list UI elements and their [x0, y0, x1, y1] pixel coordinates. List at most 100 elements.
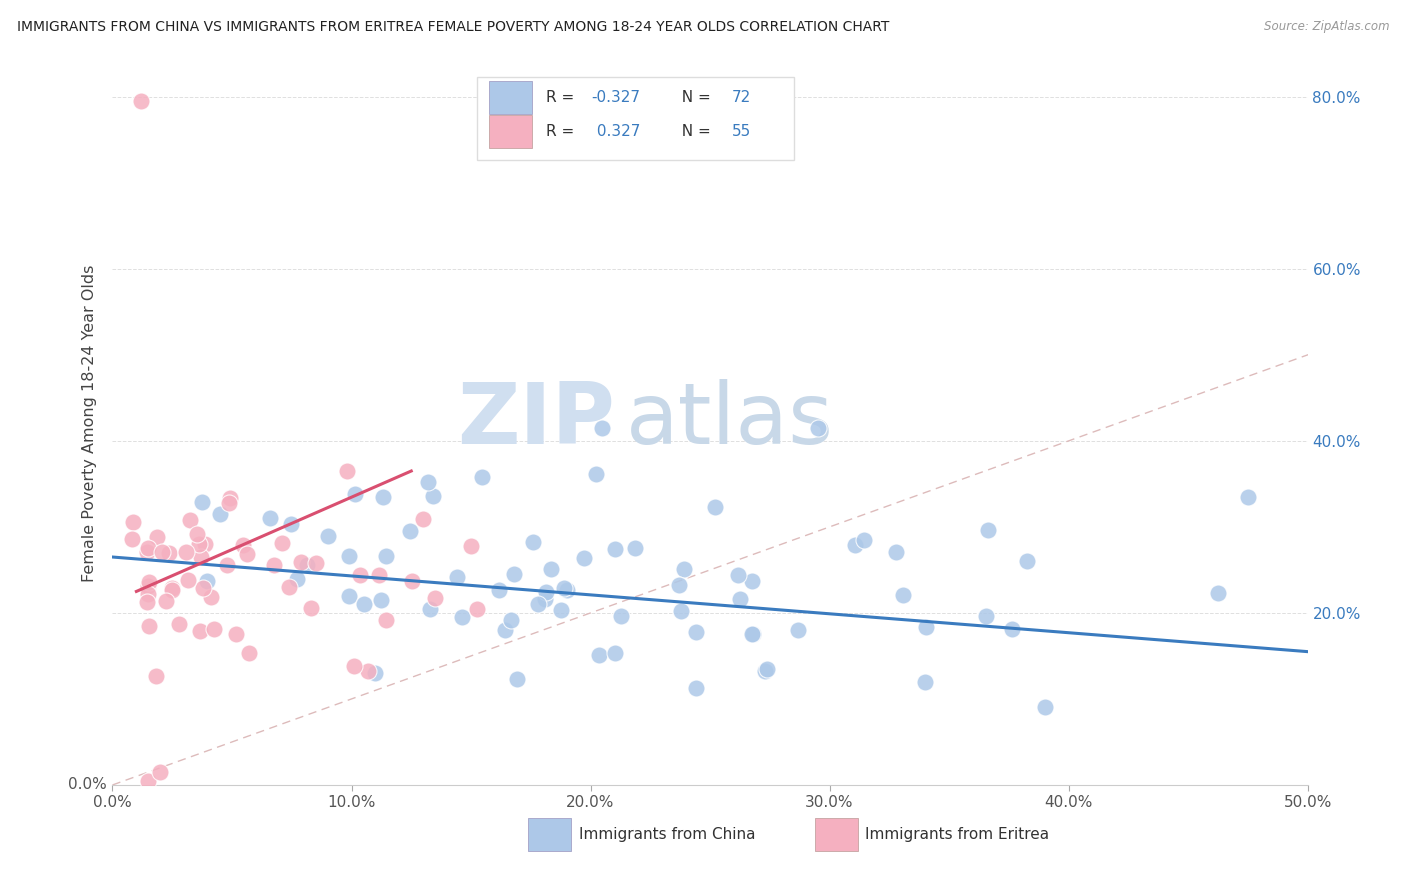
Point	[188, 624, 211, 638]
Point	[588, 648, 610, 662]
Text: ZIP: ZIP	[457, 378, 614, 461]
Point	[506, 673, 529, 687]
Point	[218, 496, 240, 510]
Point	[121, 532, 143, 546]
FancyBboxPatch shape	[529, 818, 571, 852]
Point	[668, 577, 690, 591]
Text: Source: ZipAtlas.com: Source: ZipAtlas.com	[1264, 20, 1389, 33]
Point	[741, 627, 763, 641]
Point	[550, 603, 572, 617]
Point	[208, 507, 231, 521]
Point	[423, 591, 446, 605]
Point	[150, 545, 173, 559]
Text: atlas: atlas	[627, 378, 834, 461]
Point	[339, 549, 361, 563]
Point	[914, 620, 936, 634]
Point	[349, 567, 371, 582]
Point	[371, 490, 394, 504]
FancyBboxPatch shape	[489, 81, 531, 114]
Point	[177, 574, 200, 588]
Point	[1015, 554, 1038, 568]
Point	[754, 664, 776, 678]
Point	[236, 547, 259, 561]
Point	[1001, 623, 1024, 637]
Point	[450, 609, 472, 624]
Text: Immigrants from China: Immigrants from China	[579, 827, 755, 842]
Point	[471, 469, 494, 483]
Point	[553, 581, 575, 595]
Point	[160, 583, 183, 598]
Point	[135, 544, 157, 558]
Point	[160, 581, 183, 595]
Point	[186, 527, 208, 541]
Point	[190, 495, 212, 509]
Point	[135, 595, 157, 609]
Text: -0.327: -0.327	[592, 90, 641, 105]
Point	[540, 562, 562, 576]
Text: N =: N =	[672, 124, 716, 139]
Point	[263, 558, 285, 572]
Point	[522, 534, 544, 549]
Point	[194, 536, 217, 550]
Text: 55: 55	[731, 124, 751, 139]
Point	[305, 557, 328, 571]
Point	[741, 574, 763, 589]
Point	[299, 600, 322, 615]
Point	[976, 523, 998, 537]
Point	[157, 546, 180, 560]
Point	[375, 549, 398, 563]
Point	[215, 558, 238, 573]
Point	[624, 541, 647, 555]
Point	[138, 773, 160, 788]
Point	[422, 489, 444, 503]
Text: 0.0%: 0.0%	[67, 778, 107, 792]
Point	[807, 421, 830, 435]
Point	[343, 658, 366, 673]
Point	[188, 537, 211, 551]
Point	[155, 594, 177, 608]
Point	[533, 591, 555, 606]
Point	[501, 613, 523, 627]
Point	[603, 541, 626, 556]
Text: Immigrants from Eritrea: Immigrants from Eritrea	[866, 827, 1049, 842]
Point	[295, 558, 318, 573]
Point	[316, 528, 339, 542]
Point	[259, 511, 281, 525]
Point	[136, 541, 159, 555]
Point	[844, 539, 866, 553]
Point	[364, 665, 387, 680]
Point	[145, 669, 167, 683]
Point	[374, 613, 396, 627]
Text: R =: R =	[547, 90, 579, 105]
Point	[555, 582, 578, 597]
Point	[416, 475, 439, 490]
Point	[271, 536, 294, 550]
Point	[370, 593, 392, 607]
Point	[853, 533, 876, 547]
Point	[610, 609, 633, 624]
Y-axis label: Female Poverty Among 18-24 Year Olds: Female Poverty Among 18-24 Year Olds	[82, 265, 97, 582]
Point	[138, 574, 160, 589]
Point	[287, 572, 309, 586]
Point	[728, 591, 751, 606]
Point	[336, 464, 359, 478]
Point	[145, 530, 167, 544]
Point	[337, 589, 360, 603]
Point	[190, 549, 212, 564]
Point	[195, 574, 218, 588]
Point	[786, 623, 808, 637]
Point	[280, 517, 302, 532]
Point	[129, 94, 152, 108]
FancyBboxPatch shape	[489, 115, 531, 148]
Point	[673, 562, 696, 576]
Point	[219, 491, 242, 506]
Point	[741, 627, 763, 641]
Point	[191, 582, 214, 596]
Point	[419, 601, 441, 615]
Point	[412, 511, 434, 525]
Point	[585, 467, 607, 481]
Text: 72: 72	[731, 90, 751, 105]
Point	[574, 550, 596, 565]
Point	[592, 421, 614, 435]
Point	[169, 617, 191, 632]
